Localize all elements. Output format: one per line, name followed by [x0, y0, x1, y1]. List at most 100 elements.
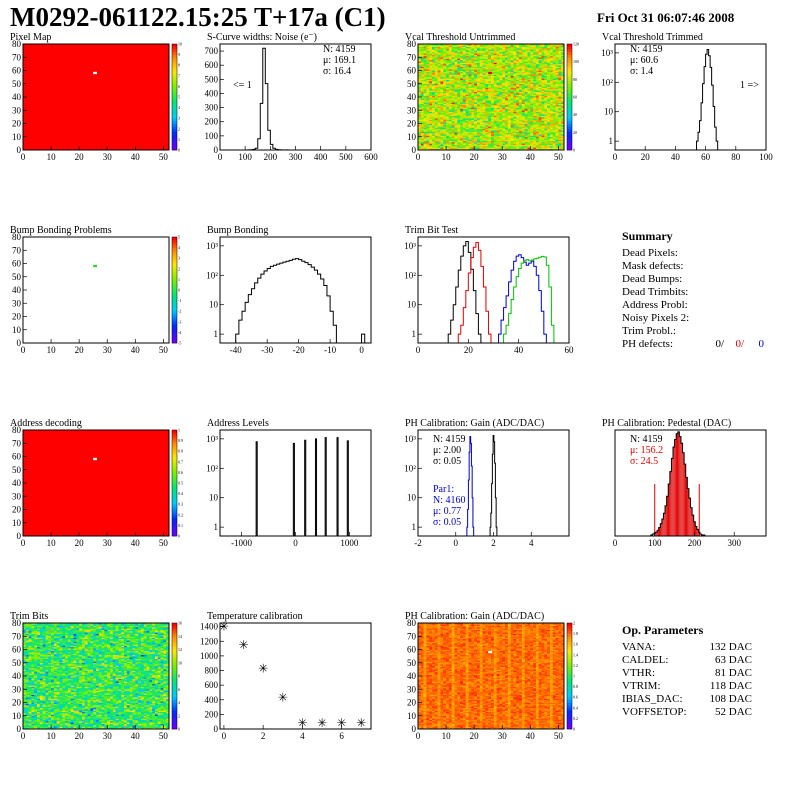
- summary-box: Summary Dead Pixels:1 Mask defects:0 Dea…: [622, 230, 796, 351]
- color-scale-step: [172, 517, 177, 520]
- y-tick-label: 10: [12, 325, 22, 335]
- chart-title: Trim Bit Test: [405, 225, 458, 236]
- color-scale-step: [172, 504, 177, 507]
- stat-line: N: 4160: [433, 495, 466, 506]
- y-tick-label: 10³: [206, 434, 218, 444]
- color-scale-step: [172, 327, 177, 330]
- color-scale-label: 0.9: [178, 438, 183, 443]
- color-scale-step: [172, 84, 177, 87]
- x-tick-label: 100: [648, 538, 662, 548]
- color-scale-step: [172, 52, 177, 55]
- color-scale-step: [567, 57, 572, 60]
- x-tick-label: 40: [671, 152, 681, 162]
- color-scale-step: [172, 55, 177, 58]
- color-scale-step: [172, 68, 177, 71]
- color-scale-label: 0.3: [178, 502, 183, 507]
- x-tick-label: 20: [75, 538, 85, 548]
- color-scale-label: -2: [178, 309, 181, 314]
- heatmap-special-cell: [93, 265, 97, 267]
- color-scale-step: [172, 126, 177, 129]
- color-scale-step: [567, 113, 572, 116]
- summary-value: 0: [742, 325, 796, 338]
- x-tick-label: 20: [75, 152, 85, 162]
- histogram-series: [236, 259, 365, 343]
- color-scale-label: 9: [178, 52, 180, 57]
- summary-value: 0: [742, 260, 796, 273]
- scurve-stats: N: 4159 μ: 169.1 σ: 16.4: [323, 44, 356, 77]
- y-tick-label: 1: [412, 522, 417, 532]
- color-scale-step: [172, 253, 177, 256]
- color-scale-step: [567, 63, 572, 66]
- x-tick-label: 80: [731, 152, 741, 162]
- color-scale-step: [172, 44, 177, 47]
- color-scale-step: [172, 274, 177, 277]
- x-tick-label: 200: [688, 538, 702, 548]
- color-scale-step: [567, 68, 572, 71]
- color-scale-step: [172, 520, 177, 523]
- x-tick-label: 50: [554, 152, 564, 162]
- y-tick-label: 10: [12, 132, 22, 142]
- chart-title: Address Levels: [207, 418, 269, 429]
- x-tick-label: 50: [159, 152, 169, 162]
- color-scale-step: [172, 472, 177, 475]
- color-scale-step: [172, 145, 177, 148]
- ph-defects-red: 0/: [724, 338, 744, 351]
- color-scale-label: 40: [573, 112, 577, 117]
- color-scale-label: 4: [178, 105, 180, 110]
- color-scale-step: [172, 454, 177, 457]
- stat-line: μ: 2.00: [433, 445, 466, 456]
- color-scale-step: [172, 298, 177, 301]
- y-tick-label: 400: [205, 88, 219, 98]
- y-tick-label: 50: [12, 272, 22, 282]
- summary-label: Trim Probl.:: [622, 325, 742, 338]
- color-scale-label: 1: [178, 277, 180, 282]
- x-tick-label: 40: [526, 152, 536, 162]
- color-scale-step: [172, 499, 177, 502]
- color-scale-step: [567, 84, 572, 87]
- y-tick-label: 500: [205, 74, 219, 84]
- y-tick-label: 10³: [404, 434, 416, 444]
- color-scale-step: [172, 240, 177, 243]
- color-scale-label: 8: [178, 63, 180, 68]
- summary-row: Dead Bumps:0: [622, 273, 796, 286]
- y-tick-label: 1: [609, 136, 614, 146]
- color-scale-step: [172, 531, 177, 534]
- y-tick-label: 80: [12, 232, 22, 242]
- x-tick-label: -10: [324, 345, 336, 355]
- y-tick-label: 0: [412, 145, 417, 155]
- color-scale-step: [172, 317, 177, 320]
- y-tick-label: 10³: [601, 48, 613, 58]
- color-scale-step: [172, 102, 177, 105]
- x-tick-label: 200: [264, 152, 278, 162]
- color-scale-step: [172, 293, 177, 296]
- color-scale-step: [172, 306, 177, 309]
- x-tick-label: 0: [218, 152, 223, 162]
- ph-gain-stats: N: 4159 μ: 2.00 σ: 0.05: [433, 434, 466, 467]
- summary-value: 1: [742, 247, 796, 260]
- color-scale-label: 6: [178, 84, 180, 89]
- histogram-series: [245, 48, 295, 150]
- x-tick-label: 30: [103, 345, 113, 355]
- stat-line: N: 4159: [433, 434, 466, 445]
- summary-row: Address Probl:0: [622, 299, 796, 312]
- color-scale-step: [172, 502, 177, 505]
- color-scale-step: [567, 94, 572, 97]
- color-scale-step: [172, 464, 177, 467]
- overflow-arrow: 1 =>: [740, 80, 759, 91]
- summary-label: Dead Bumps:: [622, 273, 742, 286]
- color-scale-step: [172, 277, 177, 280]
- color-scale-label: 3: [178, 256, 180, 261]
